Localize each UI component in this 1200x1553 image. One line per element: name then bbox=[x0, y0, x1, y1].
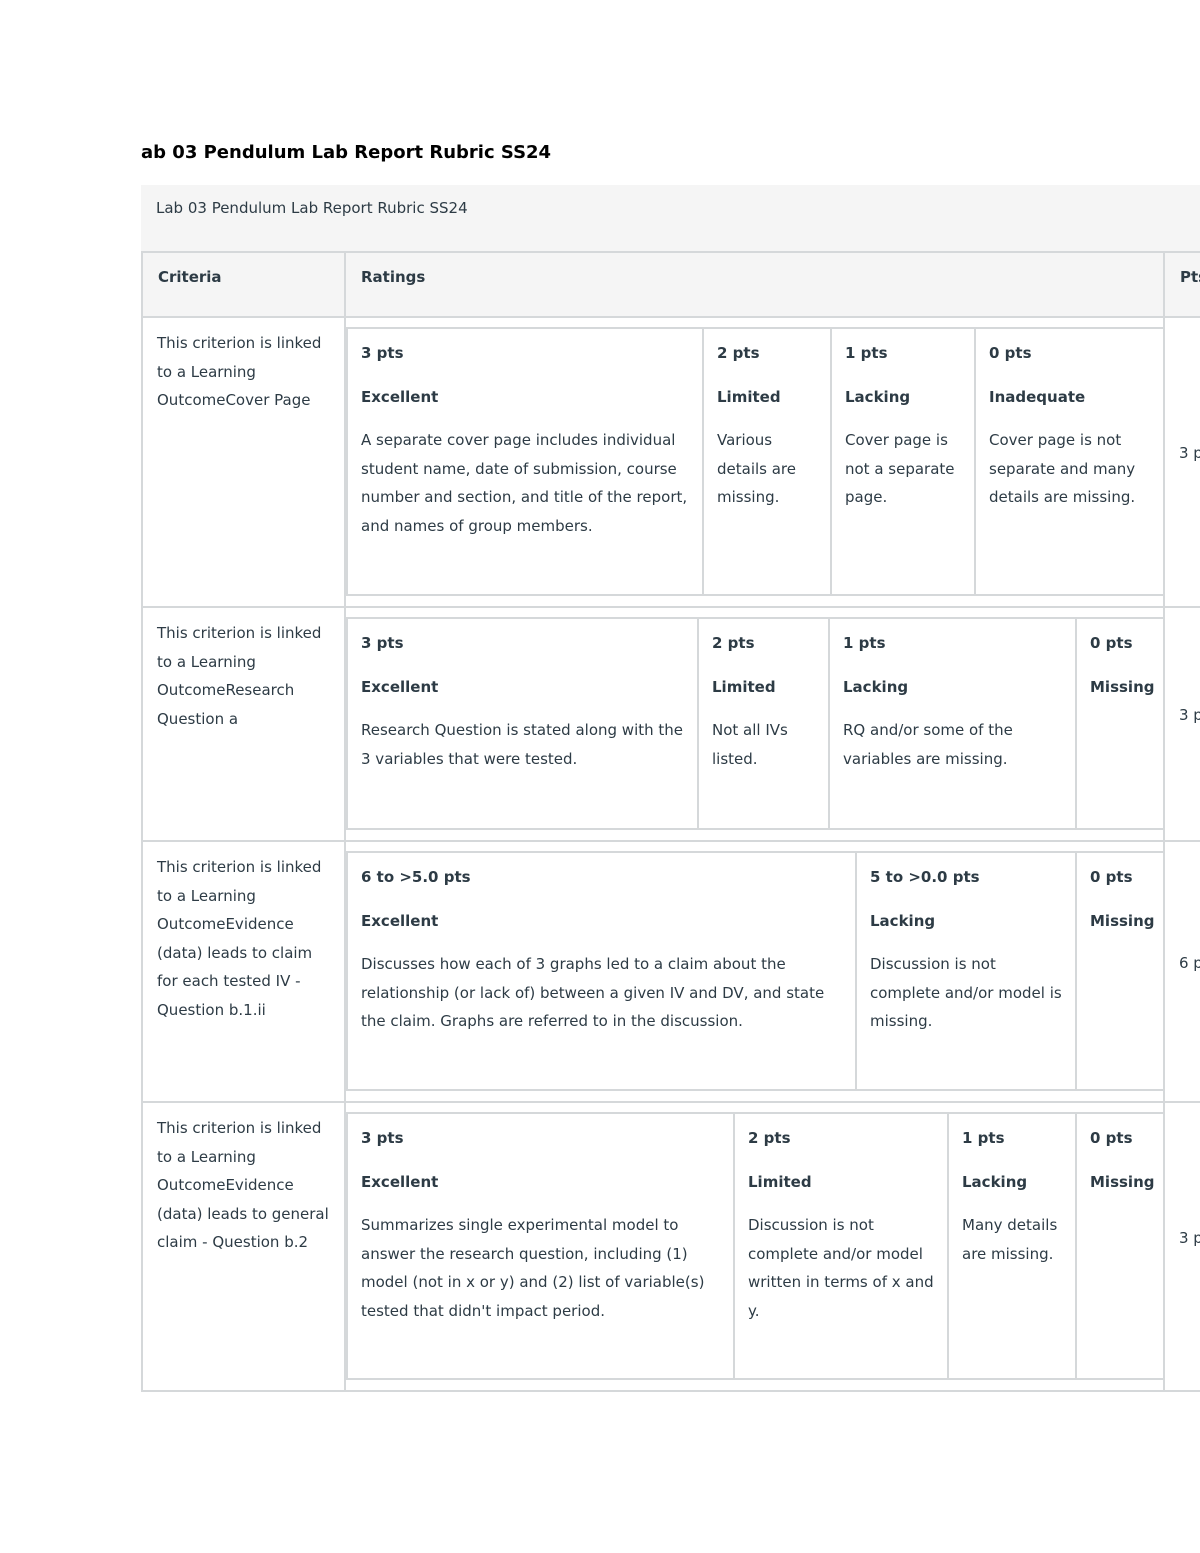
rating-label: Lacking bbox=[845, 387, 911, 406]
rating-points: 1 pts bbox=[843, 634, 886, 652]
rating-label: Lacking bbox=[870, 911, 936, 930]
header-cell: Criteria bbox=[141, 251, 346, 318]
rating-box: 3 pts Excellent A separate cover page incl… bbox=[346, 327, 704, 596]
rating-box: 3 pts Excellent Research Question is state… bbox=[346, 617, 699, 830]
rating-points: 3 pts bbox=[361, 344, 404, 362]
rating-box: 3 pts Excellent Summarizes single experime… bbox=[346, 1112, 735, 1380]
rating-label: Lacking bbox=[843, 677, 909, 696]
rating-description: RQ and/or some of the variables are miss… bbox=[843, 721, 1013, 768]
rating-label: Missing bbox=[1090, 911, 1155, 930]
rating-label: Excellent bbox=[361, 911, 439, 930]
points-cell: 3 pts bbox=[1163, 1101, 1200, 1392]
criterion-cell: This criterion is linked to a Learning O… bbox=[141, 606, 346, 842]
points-cell: 6 pts bbox=[1163, 840, 1200, 1103]
rating-box: 2 pts Limited Various details are missing. bbox=[702, 327, 832, 596]
rating-description: Summarizes single experimental model to … bbox=[361, 1216, 705, 1320]
rating-description: Cover page is not separate and many deta… bbox=[989, 431, 1136, 507]
rating-label: Inadequate bbox=[989, 387, 1086, 406]
criterion-cell: This criterion is linked to a Learning O… bbox=[141, 316, 346, 608]
rating-points: 0 pts bbox=[989, 344, 1032, 362]
rating-points: 0 pts bbox=[1090, 1129, 1133, 1147]
rating-label: Excellent bbox=[361, 677, 439, 696]
rating-points: 2 pts bbox=[748, 1129, 791, 1147]
rating-box: 0 pts Missing bbox=[1075, 851, 1165, 1091]
rating-box: 1 pts Lacking Many details are missing. bbox=[947, 1112, 1077, 1380]
criterion-cell: This criterion is linked to a Learning O… bbox=[141, 1101, 346, 1392]
rating-box: 0 pts Missing bbox=[1075, 617, 1165, 830]
rating-points: 2 pts bbox=[717, 344, 760, 362]
rating-box: 1 pts Lacking Cover page is not a separate… bbox=[830, 327, 976, 596]
rating-points: 2 pts bbox=[712, 634, 755, 652]
rating-label: Missing bbox=[1090, 1172, 1155, 1191]
table-caption: Lab 03 Pendulum Lab Report Rubric SS24 bbox=[141, 185, 1200, 251]
rating-description: Not all IVs listed. bbox=[712, 721, 788, 768]
rating-points: 6 to >5.0 pts bbox=[361, 868, 471, 886]
header-cell: Ratings bbox=[344, 251, 1165, 318]
rating-description: Various details are missing. bbox=[717, 431, 796, 507]
rating-box: 0 pts Inadequate Cover page is not separat… bbox=[974, 327, 1165, 596]
rating-points: 0 pts bbox=[1090, 868, 1133, 886]
rating-points: 3 pts bbox=[361, 634, 404, 652]
points-cell: 3 pts bbox=[1163, 606, 1200, 842]
rating-description: Discussion is not complete and/or model … bbox=[748, 1216, 934, 1320]
rating-box: 5 to >0.0 pts Lacking Discussion is not co… bbox=[855, 851, 1077, 1091]
rating-box: 2 pts Limited Not all IVs listed. bbox=[697, 617, 830, 830]
rating-description: Many details are missing. bbox=[962, 1216, 1058, 1263]
rating-label: Lacking bbox=[962, 1172, 1028, 1191]
rating-description: Cover page is not a separate page. bbox=[845, 431, 955, 507]
rating-label: Excellent bbox=[361, 387, 439, 406]
rating-label: Missing bbox=[1090, 677, 1155, 696]
rating-description: Discussion is not complete and/or model … bbox=[870, 955, 1062, 1031]
rating-description: Research Question is stated along with t… bbox=[361, 721, 684, 768]
rating-label: Excellent bbox=[361, 1172, 439, 1191]
criterion-cell: This criterion is linked to a Learning O… bbox=[141, 840, 346, 1103]
rating-points: 5 to >0.0 pts bbox=[870, 868, 980, 886]
points-cell: 3 pts bbox=[1163, 316, 1200, 608]
rating-description: A separate cover page includes individua… bbox=[361, 431, 688, 535]
header-cell: Pts bbox=[1163, 251, 1200, 318]
rating-points: 1 pts bbox=[845, 344, 888, 362]
rating-box: 1 pts Lacking RQ and/or some of the variab… bbox=[828, 617, 1077, 830]
rating-box: 0 pts Missing bbox=[1075, 1112, 1165, 1380]
rating-points: 0 pts bbox=[1090, 634, 1133, 652]
rating-label: Limited bbox=[717, 387, 781, 406]
rating-label: Limited bbox=[712, 677, 776, 696]
page-title: ab 03 Pendulum Lab Report Rubric SS24 bbox=[141, 142, 552, 163]
rating-box: 2 pts Limited Discussion is not complete a… bbox=[733, 1112, 949, 1380]
rating-points: 3 pts bbox=[361, 1129, 404, 1147]
rating-box: 6 to >5.0 pts Excellent Discusses how each… bbox=[346, 851, 857, 1091]
rating-description: Discusses how each of 3 graphs led to a … bbox=[361, 955, 825, 1031]
rating-points: 1 pts bbox=[962, 1129, 1005, 1147]
rating-label: Limited bbox=[748, 1172, 812, 1191]
